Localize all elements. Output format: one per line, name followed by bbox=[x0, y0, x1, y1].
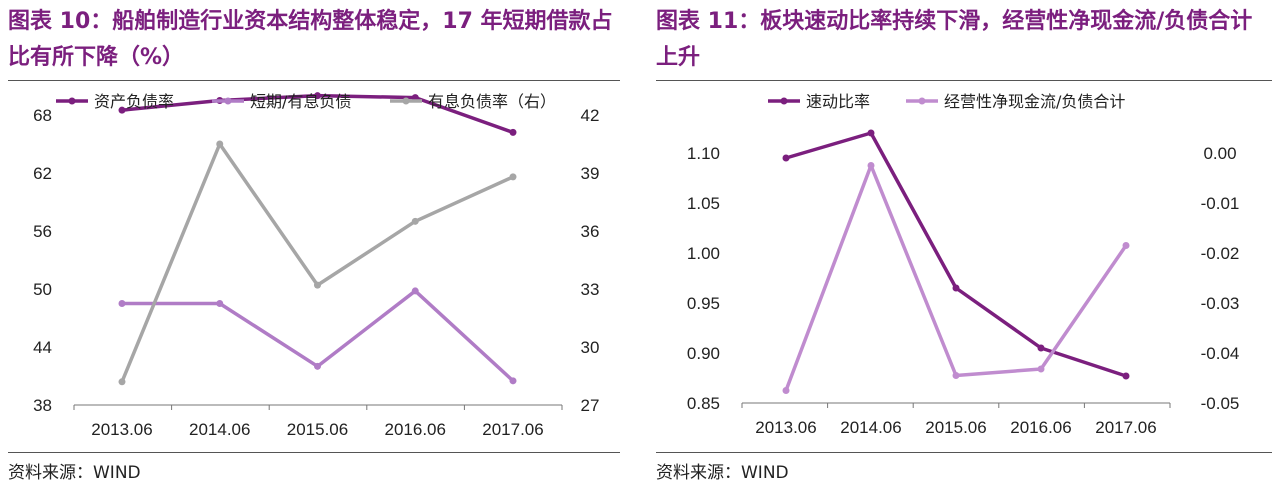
legend-marker bbox=[402, 97, 410, 105]
x-tick-label: 2017.06 bbox=[482, 420, 543, 439]
right-y-tick-label: 30 bbox=[581, 338, 600, 357]
left-y-tick-label: 0.90 bbox=[687, 344, 720, 363]
source-divider bbox=[8, 452, 620, 453]
right-y-tick-label: 33 bbox=[581, 280, 600, 299]
chart-title: 图表 10：船舶制造行业资本结构整体稳定，17 年短期借款占比有所下降（%） bbox=[8, 9, 613, 70]
data-point bbox=[314, 92, 321, 100]
data-point bbox=[314, 281, 321, 289]
x-tick-label: 2014.06 bbox=[189, 420, 250, 439]
left-y-tick-label: 0.95 bbox=[687, 294, 720, 313]
left-y-tick-label: 68 bbox=[33, 106, 52, 125]
x-tick-label: 2016.06 bbox=[1010, 418, 1071, 437]
right-y-tick-label: -0.01 bbox=[1201, 194, 1240, 213]
title-divider bbox=[656, 80, 1272, 81]
data-point bbox=[1122, 372, 1130, 380]
left-y-tick-label: 0.85 bbox=[687, 394, 720, 413]
source-note: 资料来源：WIND bbox=[656, 463, 789, 483]
data-point bbox=[314, 362, 321, 370]
left-chart-panel: 图表 10：船舶制造行业资本结构整体稳定，17 年短期借款占比有所下降（%） 2… bbox=[0, 0, 632, 489]
data-point bbox=[867, 129, 875, 137]
right-y-tick-label: 0.00 bbox=[1203, 144, 1236, 163]
legend-label: 资产负债率 bbox=[94, 92, 174, 111]
right-y-tick-label: -0.05 bbox=[1201, 394, 1240, 413]
data-point bbox=[1122, 242, 1130, 249]
legend-marker bbox=[918, 97, 926, 105]
data-point bbox=[216, 140, 224, 148]
data-point bbox=[782, 387, 790, 394]
data-point bbox=[411, 217, 419, 225]
left-y-tick-label: 56 bbox=[33, 222, 52, 241]
data-point bbox=[509, 377, 517, 385]
legend-label: 速动比率 bbox=[806, 92, 870, 111]
right-line-chart: 2013.06 2014.06 2015.06 2016.06 2017.06 1.10 1… bbox=[687, 92, 1240, 437]
left-y-tick-label: 1.10 bbox=[687, 144, 720, 163]
right-y-tick-label: -0.03 bbox=[1201, 294, 1240, 313]
data-point bbox=[509, 128, 517, 136]
title-divider bbox=[8, 80, 620, 81]
data-point bbox=[216, 300, 224, 307]
left-y-tick-label: 50 bbox=[33, 280, 52, 299]
series-line bbox=[784, 163, 1128, 392]
data-point bbox=[1037, 365, 1045, 373]
left-y-tick-label: 1.05 bbox=[687, 194, 720, 213]
data-point bbox=[411, 287, 419, 295]
data-point bbox=[118, 300, 126, 307]
right-chart-panel: 图表 11：板块速动比率持续下滑，经营性净现金流/负债合计上升 2013.06 2… bbox=[648, 0, 1280, 489]
right-y-tick-label: 42 bbox=[581, 106, 600, 125]
right-y-tick-label: 36 bbox=[581, 222, 600, 241]
right-y-tick-label: 27 bbox=[581, 396, 600, 415]
x-tick-label: 2016.06 bbox=[385, 420, 446, 439]
left-y-tick-label: 1.00 bbox=[687, 244, 720, 263]
data-point bbox=[952, 372, 960, 379]
chart-title: 图表 11：板块速动比率持续下滑，经营性净现金流/负债合计上升 bbox=[656, 9, 1253, 70]
data-point bbox=[952, 284, 960, 292]
x-tick-label: 2014.06 bbox=[840, 418, 901, 437]
left-y-tick-label: 44 bbox=[33, 338, 52, 357]
data-point bbox=[867, 162, 875, 169]
data-point bbox=[118, 378, 126, 386]
series-line bbox=[120, 142, 514, 383]
x-tick-label: 2013.06 bbox=[755, 418, 816, 437]
x-tick-label: 2015.06 bbox=[287, 420, 348, 439]
legend-label: 经营性净现金流/负债合计 bbox=[944, 92, 1125, 111]
right-y-tick-label: -0.02 bbox=[1201, 244, 1240, 263]
legend-label: 短期/有息负债 bbox=[250, 92, 351, 111]
legend-marker bbox=[68, 97, 76, 105]
data-point bbox=[118, 106, 126, 114]
right-y-tick-label: -0.04 bbox=[1201, 344, 1240, 363]
source-note: 资料来源：WIND bbox=[8, 463, 141, 483]
left-line-chart: 2013.06 2014.06 2015.06 2016.06 2017.06 68 62 5… bbox=[33, 92, 600, 439]
legend-label: 有息负债率（右） bbox=[428, 92, 556, 111]
x-tick-label: 2017.06 bbox=[1095, 418, 1156, 437]
source-divider bbox=[656, 452, 1272, 453]
left-y-tick-label: 38 bbox=[33, 396, 52, 415]
legend-marker bbox=[224, 97, 232, 105]
data-point bbox=[1037, 344, 1045, 352]
data-point bbox=[509, 173, 517, 181]
right-y-tick-label: 39 bbox=[581, 164, 600, 183]
data-point bbox=[782, 154, 790, 162]
x-tick-label: 2015.06 bbox=[925, 418, 986, 437]
left-y-tick-label: 62 bbox=[33, 164, 52, 183]
legend-marker bbox=[780, 97, 788, 105]
x-tick-label: 2013.06 bbox=[91, 420, 152, 439]
